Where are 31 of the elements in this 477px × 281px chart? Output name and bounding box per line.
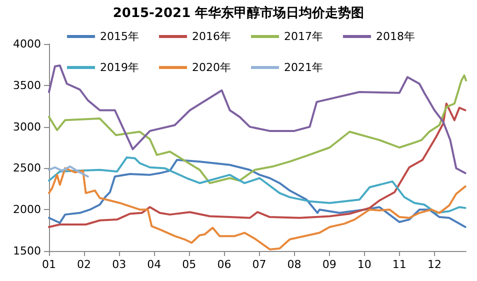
x-tick-label: 04 xyxy=(147,258,162,271)
y-tick-label: 2500 xyxy=(13,162,41,175)
x-tick-label: 09 xyxy=(322,258,336,271)
legend-label: 2017年 xyxy=(284,30,323,43)
x-tick-label: 08 xyxy=(287,258,302,271)
x-tick-label: 10 xyxy=(357,258,372,271)
legend-label: 2019年 xyxy=(100,61,139,74)
x-tick-label: 11 xyxy=(392,258,406,271)
x-tick-label: 03 xyxy=(112,258,126,271)
legend-label: 2018年 xyxy=(376,30,415,43)
y-tick-label: 2000 xyxy=(13,203,41,216)
x-tick-label: 07 xyxy=(252,258,266,271)
chart-title: 2015-2021 年华东甲醇市场日均价走势图 xyxy=(112,5,364,21)
legend-label: 2021年 xyxy=(284,61,323,74)
legend-label: 2015年 xyxy=(100,30,139,43)
y-tick-label: 3000 xyxy=(13,120,41,134)
y-tick-label: 1500 xyxy=(13,244,41,258)
x-tick-label: 06 xyxy=(217,258,232,271)
line-series xyxy=(48,166,89,178)
x-tick-label: 02 xyxy=(77,258,92,271)
x-tick-label: 05 xyxy=(182,258,196,271)
y-tick-label: 4000 xyxy=(13,38,41,50)
line-series xyxy=(48,158,466,228)
line-series xyxy=(48,156,466,214)
line-series xyxy=(48,74,467,184)
line-series xyxy=(48,102,466,228)
x-tick-label: 01 xyxy=(42,258,56,271)
y-tick-label: 3500 xyxy=(13,78,41,92)
x-tick-label: 12 xyxy=(427,258,442,271)
legend-label: 2020年 xyxy=(192,61,231,74)
legend-label: 2016年 xyxy=(192,30,231,43)
